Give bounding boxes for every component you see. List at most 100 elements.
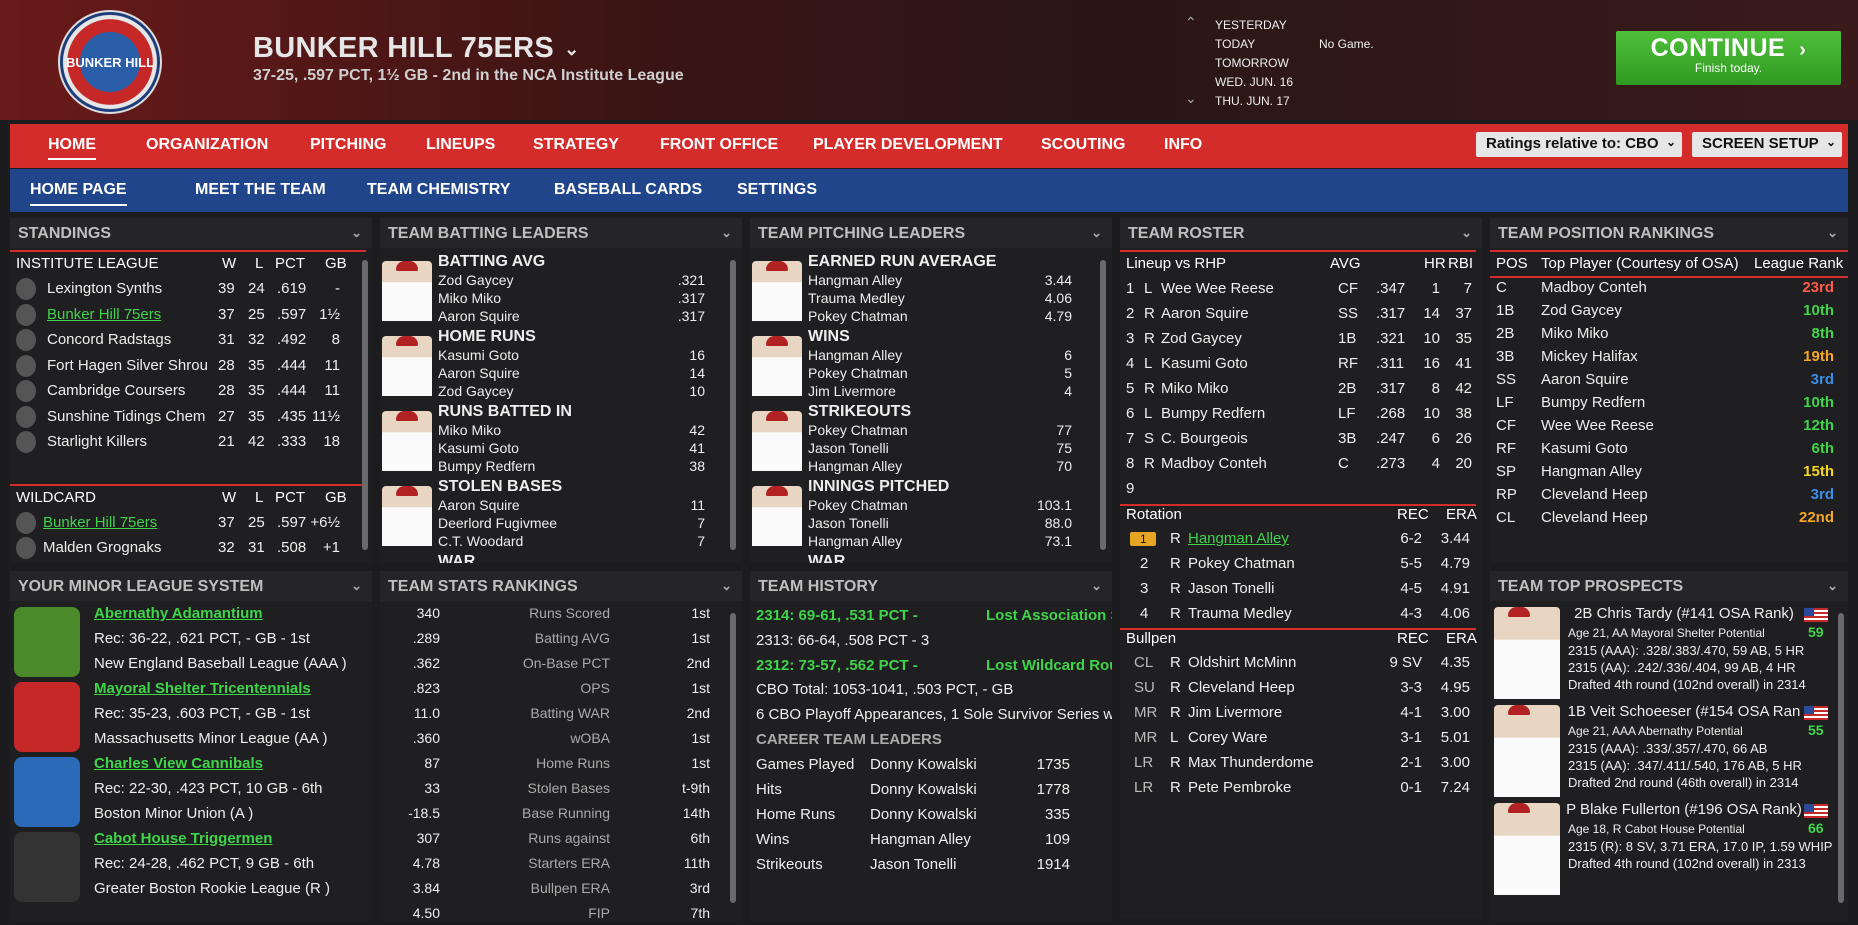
minor-team-name[interactable]: Abernathy Adamantium [94, 605, 263, 622]
position-player[interactable]: Kasumi Goto [1541, 440, 1628, 457]
tab-front-office[interactable]: FRONT OFFICE [660, 136, 779, 153]
position-player[interactable]: Miko Miko [1541, 325, 1609, 342]
position-player[interactable]: Hangman Alley [1541, 463, 1642, 480]
player-photo[interactable] [752, 336, 802, 396]
career-player[interactable]: Donny Kowalski [870, 781, 977, 798]
scrollbar[interactable] [362, 260, 368, 550]
tab-scouting[interactable]: SCOUTING [1041, 136, 1126, 153]
position-player[interactable]: Madboy Conteh [1541, 279, 1647, 296]
tab-meet-the-team[interactable]: MEET THE TEAM [195, 181, 326, 198]
schedule-day[interactable]: THU. JUN. 17 [1215, 94, 1290, 108]
prospect-name[interactable]: 1B Veit Schoeeser (#154 OSA Ran [1567, 703, 1801, 720]
chevron-down-icon[interactable]: ⌄ [351, 578, 362, 593]
leader-player[interactable]: Aaron Squire [438, 497, 520, 513]
standings-team-name[interactable]: Bunker Hill 75ers [43, 514, 158, 531]
career-player[interactable]: Hangman Alley [870, 831, 971, 848]
leader-player[interactable]: Jason Tonelli [808, 440, 889, 456]
leader-player[interactable]: Trauma Medley [808, 290, 905, 306]
career-player[interactable]: Donny Kowalski [870, 756, 977, 773]
leader-player[interactable]: Hangman Alley [808, 272, 903, 288]
rotation-player[interactable]: Pokey Chatman [1188, 555, 1295, 572]
prospect-photo[interactable] [1494, 803, 1560, 895]
position-player[interactable]: Aaron Squire [1541, 371, 1629, 388]
screen-setup-dropdown[interactable]: SCREEN SETUP ⌄ [1692, 132, 1842, 157]
team-name[interactable]: BUNKER HILL 75ERS ⌄ [253, 32, 579, 65]
leader-player[interactable]: Kasumi Goto [438, 347, 519, 363]
position-player[interactable]: Mickey Halifax [1541, 348, 1638, 365]
leader-player[interactable]: Hangman Alley [808, 533, 903, 549]
leader-player[interactable]: Pokey Chatman [808, 497, 908, 513]
minor-team-logo[interactable] [14, 832, 80, 902]
chevron-down-icon[interactable]: ⌄ [1091, 225, 1102, 240]
leader-player[interactable]: C.T. Woodard [438, 533, 524, 549]
chevron-down-icon[interactable]: ⌄ [1091, 578, 1102, 593]
standings-team-name[interactable]: Starlight Killers [47, 433, 148, 450]
minor-team-logo[interactable] [14, 757, 80, 827]
tab-strategy[interactable]: STRATEGY [533, 136, 619, 153]
scrollbar[interactable] [1100, 260, 1106, 550]
position-player[interactable]: Wee Wee Reese [1541, 417, 1654, 434]
tab-pitching[interactable]: PITCHING [310, 136, 387, 153]
minor-team-name[interactable]: Cabot House Triggermen [94, 830, 273, 847]
bullpen-player[interactable]: Max Thunderdome [1188, 754, 1314, 771]
standings-team-name[interactable]: Bunker Hill 75ers [47, 305, 162, 323]
player-photo[interactable] [382, 336, 432, 396]
lineup-player[interactable]: C. Bourgeois [1161, 430, 1248, 447]
tab-home[interactable]: HOME [48, 136, 96, 160]
leader-player[interactable]: Pokey Chatman [808, 422, 908, 438]
tab-lineups[interactable]: LINEUPS [426, 136, 496, 153]
chevron-down-icon[interactable]: ⌄ [1461, 225, 1472, 240]
standings-team-name[interactable]: Concord Radstags [47, 331, 172, 348]
lineup-player[interactable]: Bumpy Redfern [1161, 405, 1266, 422]
tab-baseball-cards[interactable]: BASEBALL CARDS [554, 181, 703, 198]
tab-organization[interactable]: ORGANIZATION [146, 136, 269, 153]
player-photo[interactable] [382, 261, 432, 321]
bullpen-player[interactable]: Cleveland Heep [1188, 679, 1295, 696]
team-logo[interactable]: BUNKER HILL [58, 10, 162, 114]
minor-team-logo[interactable] [14, 607, 80, 677]
prospect-photo[interactable] [1494, 705, 1560, 797]
chevron-down-icon[interactable]: ⌄ [721, 578, 732, 593]
leader-player[interactable]: Kasumi Goto [438, 440, 519, 456]
lineup-player[interactable]: Miko Miko [1161, 380, 1229, 397]
leader-player[interactable]: Aaron Squire [438, 308, 520, 324]
leader-player[interactable]: Zod Gaycey [438, 383, 514, 399]
chevron-up-icon[interactable]: ⌃ [1185, 14, 1197, 30]
chevron-down-icon[interactable]: ⌄ [1827, 578, 1838, 593]
rotation-player[interactable]: Hangman Alley [1188, 530, 1289, 547]
minor-team-name[interactable]: Mayoral Shelter Tricentennials [94, 680, 311, 697]
position-player[interactable]: Zod Gaycey [1541, 302, 1622, 319]
scrollbar[interactable] [730, 613, 736, 903]
leader-player[interactable]: Bumpy Redfern [438, 458, 536, 474]
scrollbar[interactable] [1838, 613, 1844, 903]
leader-player[interactable]: Pokey Chatman [808, 365, 908, 381]
player-photo[interactable] [382, 486, 432, 546]
chevron-down-icon[interactable]: ⌄ [1827, 225, 1838, 240]
schedule-day[interactable]: WED. JUN. 16 [1215, 75, 1294, 89]
prospect-photo[interactable] [1494, 607, 1560, 699]
ratings-dropdown[interactable]: Ratings relative to: CBO ⌄ [1476, 132, 1682, 157]
bullpen-player[interactable]: Jim Livermore [1188, 704, 1283, 721]
bullpen-player[interactable]: Oldshirt McMinn [1188, 654, 1297, 671]
leader-player[interactable]: Pokey Chatman [808, 308, 908, 324]
tab-settings[interactable]: SETTINGS [737, 181, 818, 198]
chevron-down-icon[interactable]: ⌄ [351, 225, 362, 240]
prospect-name[interactable]: P Blake Fullerton (#196 OSA Rank) [1566, 801, 1802, 818]
rotation-player[interactable]: Jason Tonelli [1188, 580, 1275, 597]
schedule-day[interactable]: TOMORROW [1215, 56, 1289, 70]
career-player[interactable]: Jason Tonelli [870, 856, 957, 873]
leader-player[interactable]: Miko Miko [438, 290, 502, 306]
player-photo[interactable] [752, 261, 802, 321]
chevron-down-icon[interactable]: ⌄ [1185, 90, 1197, 106]
leader-player[interactable]: Aaron Squire [438, 365, 520, 381]
minor-team-name[interactable]: Charles View Cannibals [94, 755, 263, 772]
tab-home-page[interactable]: HOME PAGE [30, 181, 127, 206]
lineup-player[interactable]: Zod Gaycey [1161, 330, 1242, 347]
player-photo[interactable] [752, 486, 802, 546]
leader-player[interactable]: Miko Miko [438, 422, 502, 438]
bullpen-player[interactable]: Corey Ware [1188, 729, 1268, 746]
bullpen-player[interactable]: Pete Pembroke [1188, 779, 1292, 796]
leader-player[interactable]: Hangman Alley [808, 347, 903, 363]
schedule-day[interactable]: YESTERDAY [1215, 18, 1287, 32]
prospect-name[interactable]: 2B Chris Tardy (#141 OSA Rank) [1574, 605, 1794, 622]
